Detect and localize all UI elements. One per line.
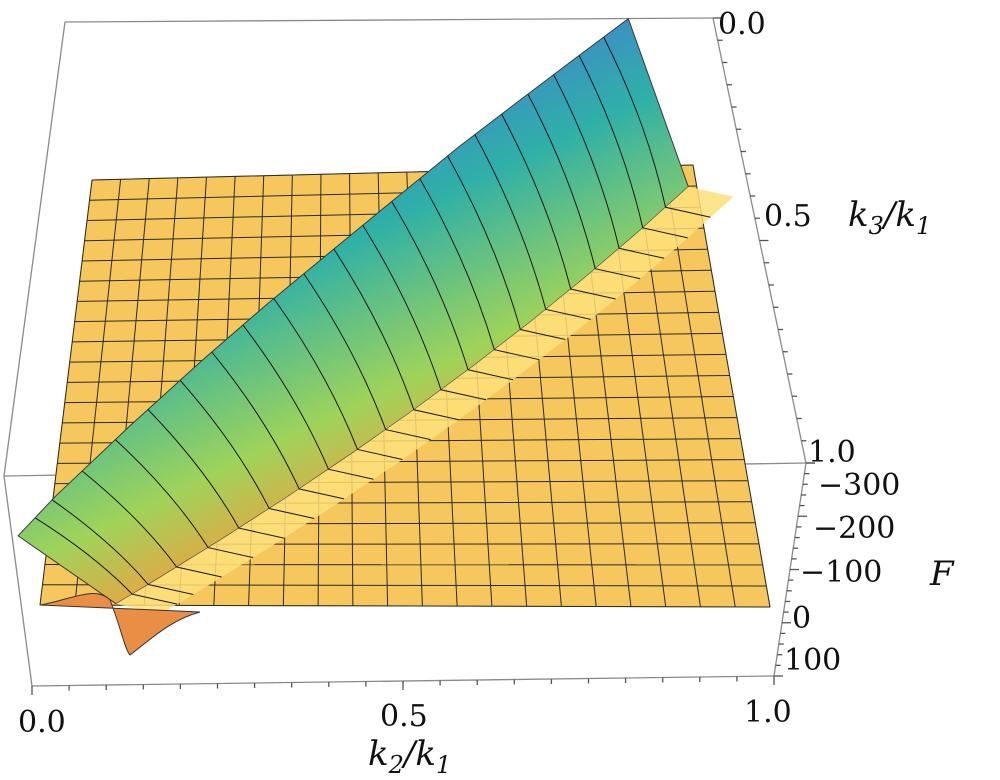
tick-marks (31, 17, 815, 695)
ridge-mesh-line (34, 517, 178, 605)
y-axis-label: k3/k1 (848, 195, 931, 240)
y-tick-label: 0.5 (764, 199, 812, 234)
z-tick-label: 100 (784, 643, 841, 678)
ridge-mesh-line (603, 36, 711, 218)
ridge-mesh-line (553, 74, 665, 259)
ridge-mesh-line (474, 134, 591, 320)
ridge-mesh-line (81, 470, 222, 578)
ridge-mesh-line (115, 439, 254, 559)
ridge-mesh-line (419, 178, 540, 361)
z-tick-label: −200 (813, 511, 895, 546)
grid-line (692, 164, 771, 608)
z-tick-label: −300 (818, 468, 900, 503)
ridge-mesh-line (501, 113, 616, 300)
y-tick-label: 0.0 (718, 7, 766, 42)
ridge-mesh-line (447, 155, 566, 341)
z-tick-label: 0 (792, 601, 811, 636)
ridge-mesh-line (303, 273, 431, 441)
ridge-mesh-line (362, 224, 487, 401)
ridge-mesh-line (273, 298, 403, 460)
ridge-mesh-line (333, 248, 459, 421)
ridge-trough (116, 186, 734, 614)
ridge-mesh-line (211, 351, 345, 500)
z-axis-label: F (929, 554, 955, 594)
x-tick-label: 0.5 (380, 699, 428, 734)
ridge-mesh-line (179, 379, 315, 520)
y-tick-label: 1.0 (808, 435, 856, 470)
ridge-mesh-line (147, 409, 284, 539)
ridge-mesh-line (51, 499, 194, 596)
ridge-mesh-line (391, 201, 514, 381)
z-tick-label: −100 (800, 555, 882, 590)
surface-ridge (17, 17, 734, 656)
x-axis-label: k2/k1 (368, 734, 451, 779)
x-tick-label: 1.0 (744, 695, 792, 730)
ridge-mesh-line (242, 324, 374, 480)
ridge-mesh-line (527, 93, 641, 280)
x-tick-label: 0.0 (18, 705, 66, 740)
surface-dip (39, 593, 201, 656)
ridge-mesh-line (578, 55, 688, 239)
